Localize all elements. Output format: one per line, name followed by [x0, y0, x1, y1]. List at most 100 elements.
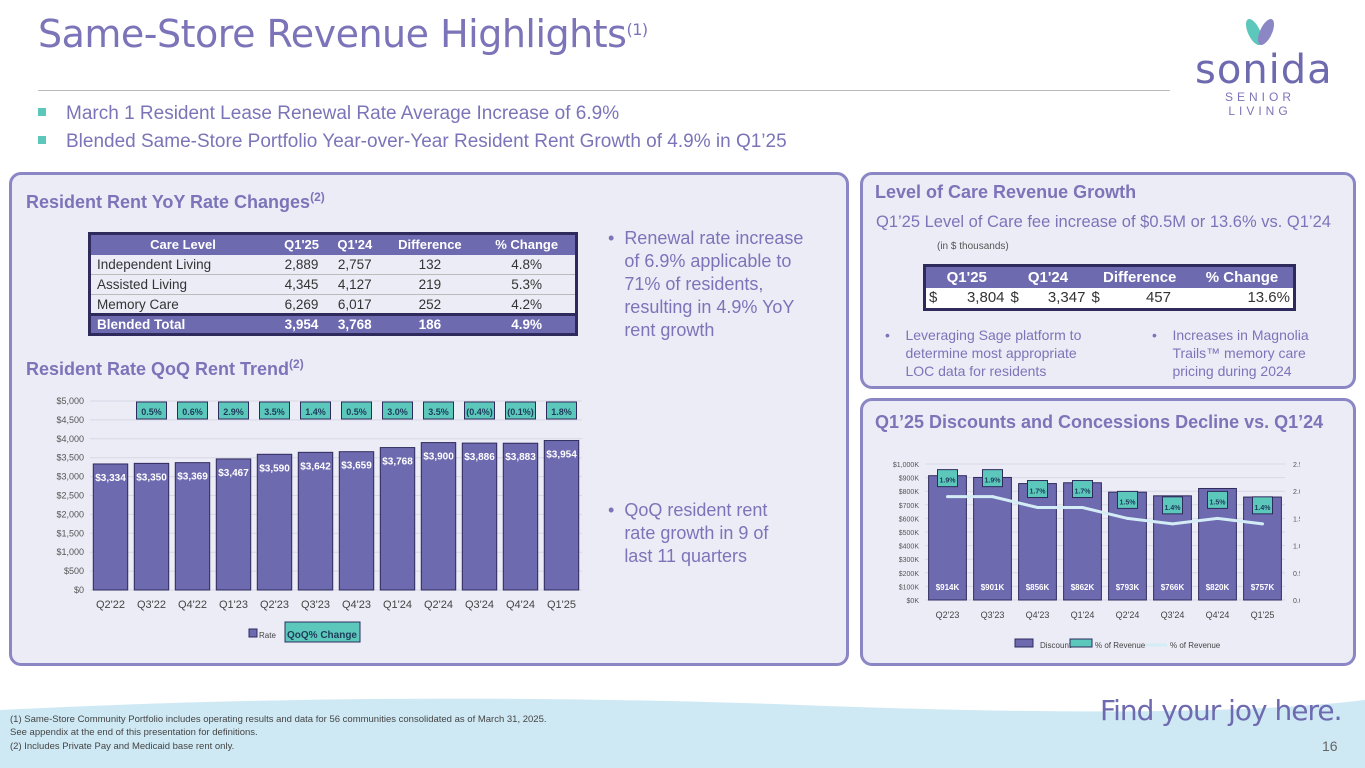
bar-value-label: $3,954 [546, 450, 577, 461]
y-tick-label: $2,500 [56, 491, 84, 501]
bar [338, 451, 375, 591]
change-label: 3.5% [264, 407, 285, 417]
y-tick-label: $1,000K [893, 462, 919, 469]
qoq-label-box [259, 401, 290, 420]
y-tick-label: $500K [899, 530, 920, 537]
total-row: Blended Total 3,954 3,768 186 4.9% [89, 313, 577, 335]
qoq-note: • QoQ resident rent rate growth in 9 of … [608, 500, 769, 566]
y2-tick-label: 1.5% [1293, 516, 1300, 523]
bar-value-label: $3,900 [423, 452, 454, 463]
y-tick-label: $0K [907, 598, 920, 605]
table-row: Independent Living 2,889 2,757 132 4.8% [89, 254, 577, 275]
table-row: Memory Care 6,269 6,017 252 4.2% [89, 294, 577, 315]
qoq-label-box [1252, 496, 1273, 515]
qoq-label-box [982, 469, 1003, 488]
y2-tick-label: 2.0% [1293, 489, 1300, 496]
change-label: 1.4% [1255, 505, 1272, 512]
tagline: Find your joy here. [1100, 694, 1343, 727]
bar-value-label: $3,369 [177, 472, 208, 483]
bar [420, 442, 457, 591]
bar [928, 475, 967, 601]
x-tick-label: Q2'23 [936, 610, 960, 620]
bar [256, 453, 293, 591]
x-tick-label: Q3'23 [301, 599, 330, 611]
legend-label: QoQ% Change [287, 630, 357, 641]
x-tick-label: Q1'23 [219, 599, 248, 611]
y-tick-label: $400K [899, 544, 920, 551]
bar-value-label: $914K [936, 583, 960, 592]
loc-heading: Level of Care Revenue Growth [875, 182, 1137, 202]
bar [461, 442, 498, 591]
qoq-label-box [1072, 480, 1093, 499]
qoq-label-box [218, 401, 249, 420]
line-point [1261, 522, 1264, 526]
y-tick-label: $300K [899, 557, 920, 564]
bar [92, 463, 129, 591]
qoq-label-box [1207, 490, 1228, 509]
bar [543, 440, 580, 591]
y-tick-label: $700K [899, 503, 920, 510]
qoq-label-box [136, 401, 167, 420]
bar-value-label: $3,659 [341, 461, 372, 472]
y-tick-label: $4,500 [56, 415, 84, 425]
y2-tick-label: 2.5% [1293, 462, 1300, 469]
loc-bullet: • Increases in Magnolia Trails™ memory c… [1152, 327, 1309, 379]
x-tick-label: Q3'23 [981, 610, 1005, 620]
y-tick-label: $800K [899, 489, 920, 496]
y2-tick-label: 0.5% [1293, 571, 1300, 578]
bar-value-label: $766K [1161, 583, 1185, 592]
x-tick-label: Q1'24 [1071, 610, 1095, 620]
qoq-label-box [423, 401, 454, 420]
change-label: 3.0% [387, 407, 408, 417]
legend-swatch [1014, 638, 1034, 648]
legend-label: % of Revenue [1170, 641, 1221, 650]
change-label: 1.4% [305, 407, 326, 417]
legend-label: % of Revenue [1095, 641, 1146, 650]
x-tick-label: Q2'24 [1116, 610, 1140, 620]
footer-wave [0, 698, 1365, 768]
highlight-bullet: Blended Same-Store Portfolio Year-over-Y… [38, 131, 787, 153]
bar [297, 451, 334, 591]
y-tick-label: $600K [899, 516, 920, 523]
qoq-label-box [341, 401, 372, 420]
x-tick-label: Q4'22 [178, 599, 207, 611]
change-label: 1.9% [985, 478, 1002, 485]
logo-word: sonida [1195, 47, 1333, 93]
y-tick-label: $100K [899, 584, 920, 591]
x-tick-label: Q4'23 [1026, 610, 1050, 620]
y-tick-label: $200K [899, 571, 920, 578]
bar [1198, 487, 1237, 601]
bar-value-label: $3,350 [136, 472, 167, 483]
bar-value-label: $3,467 [218, 468, 249, 479]
legend-swatch [284, 621, 361, 643]
yoy-heading: Resident Rent YoY Rate Changes(2) [26, 190, 325, 212]
bar-value-label: $3,883 [505, 452, 536, 463]
x-tick-label: Q1'25 [1251, 610, 1275, 620]
bar-value-label: $793K [1116, 583, 1140, 592]
qoq-label-box [505, 401, 536, 420]
line-point [946, 495, 949, 499]
change-label: (0.1%) [507, 407, 534, 417]
x-tick-label: Q1'24 [383, 599, 412, 611]
y-tick-label: $0 [74, 585, 84, 595]
qoq-label-box [1162, 496, 1183, 515]
page-title: Same-Store Revenue Highlights(1) [38, 12, 648, 56]
y-tick-label: $3,500 [56, 453, 84, 463]
qoq-label-box [937, 469, 958, 488]
y-tick-label: $1,000 [56, 547, 84, 557]
bar [174, 462, 211, 591]
bar-value-label: $901K [981, 583, 1005, 592]
change-label: 0.5% [141, 407, 162, 417]
bar-value-label: $3,590 [259, 463, 290, 474]
bar [1063, 482, 1102, 601]
bar-value-label: $757K [1251, 583, 1275, 592]
change-label: 1.9% [940, 478, 957, 485]
flower-icon [1245, 19, 1275, 45]
x-tick-label: Q2'22 [96, 599, 125, 611]
footnote: (2) Includes Private Pay and Medicaid ba… [10, 741, 235, 752]
page-number: 16 [1322, 738, 1338, 754]
bar [215, 458, 252, 591]
yoy-rate-table: Care Level Q1'25 Q1'24 Difference% Change I… [88, 232, 578, 336]
bar-value-label: $862K [1071, 583, 1095, 592]
loc-bullet: • Leveraging Sage platform to determine … [885, 327, 1082, 379]
